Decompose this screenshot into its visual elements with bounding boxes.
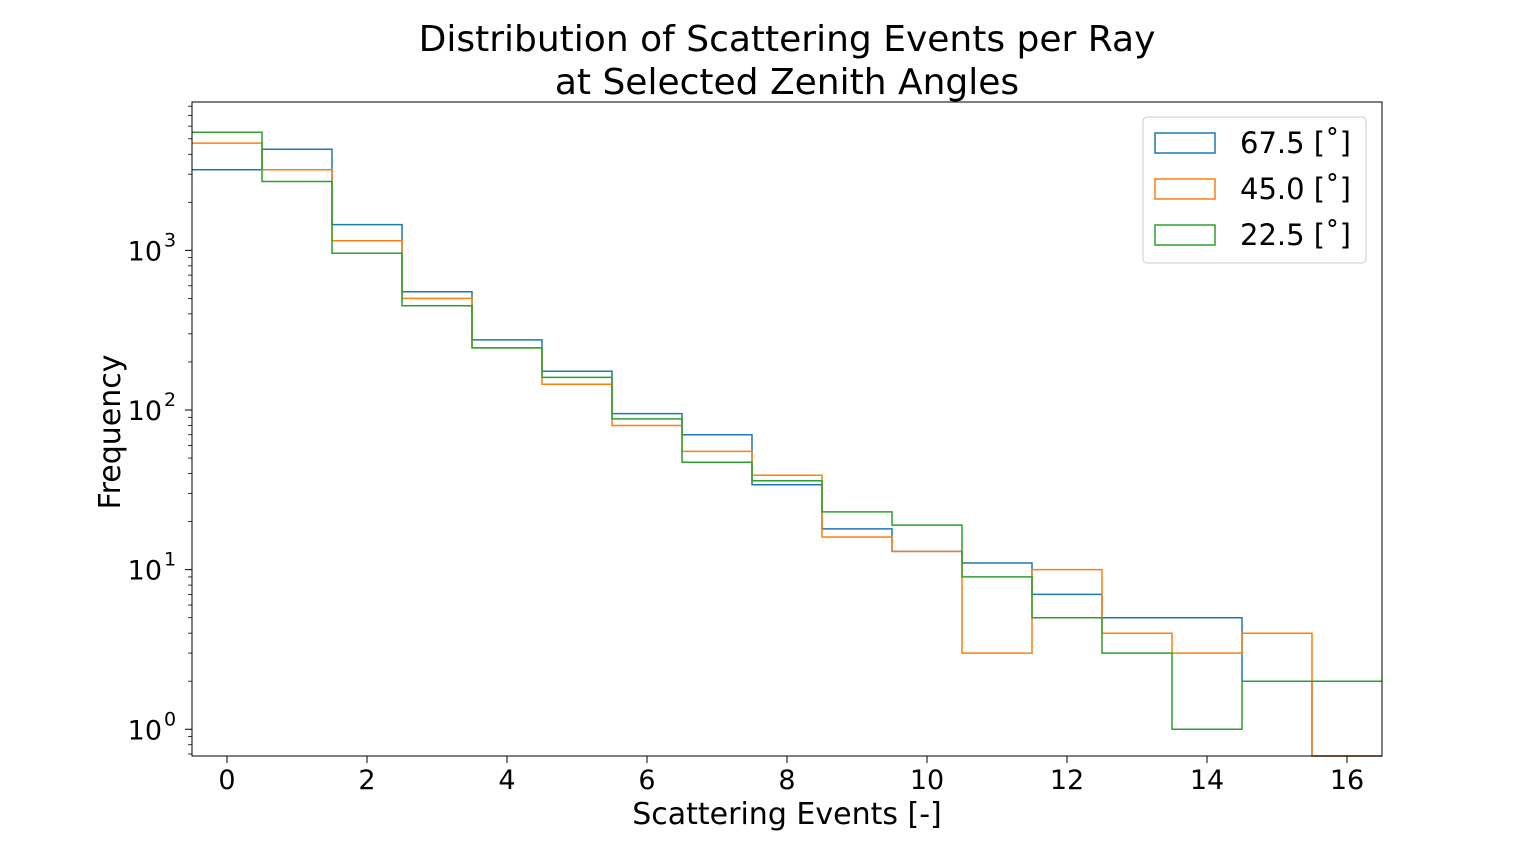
series-2-steps bbox=[192, 131, 1382, 731]
y-tick-exponent: 2 bbox=[164, 389, 176, 411]
legend-label: 67.5 [˚] bbox=[1240, 126, 1351, 160]
x-tick-label: 12 bbox=[1050, 765, 1084, 796]
y-axis-label: Frequency bbox=[93, 355, 128, 510]
legend-label: 22.5 [˚] bbox=[1240, 218, 1351, 252]
x-axis-ticks: 0 2 4 6 8 10 12 14 16 bbox=[218, 756, 1364, 796]
legend-swatch bbox=[1154, 178, 1216, 200]
y-tick-label: 10 bbox=[128, 396, 162, 427]
x-tick-label: 14 bbox=[1190, 765, 1224, 796]
x-tick-label: 2 bbox=[358, 765, 375, 796]
x-axis-label: Scattering Events [-] bbox=[632, 797, 942, 832]
y-tick-label: 10 bbox=[128, 236, 162, 267]
chart-title-line1: Distribution of Scattering Events per Ra… bbox=[419, 19, 1156, 60]
y-tick-exponent: 1 bbox=[164, 549, 176, 571]
series-layer bbox=[192, 131, 1382, 757]
legend-swatch bbox=[1154, 224, 1216, 246]
y-tick-exponent: 3 bbox=[164, 229, 176, 251]
x-tick-label: 8 bbox=[778, 765, 795, 796]
x-tick-label: 0 bbox=[218, 765, 235, 796]
legend-label: 45.0 [˚] bbox=[1240, 172, 1351, 206]
chart-title-line2: at Selected Zenith Angles bbox=[555, 62, 1019, 103]
x-tick-label: 16 bbox=[1330, 765, 1364, 796]
legend: 67.5 [˚] 45.0 [˚] 22.5 [˚] bbox=[1142, 116, 1367, 264]
y-tick-label: 10 bbox=[128, 556, 162, 587]
y-tick-exponent: 0 bbox=[164, 708, 176, 730]
legend-swatch bbox=[1154, 132, 1216, 154]
x-tick-label: 6 bbox=[638, 765, 655, 796]
x-tick-label: 10 bbox=[910, 765, 944, 796]
x-tick-label: 4 bbox=[498, 765, 515, 796]
y-tick-label: 10 bbox=[128, 715, 162, 746]
